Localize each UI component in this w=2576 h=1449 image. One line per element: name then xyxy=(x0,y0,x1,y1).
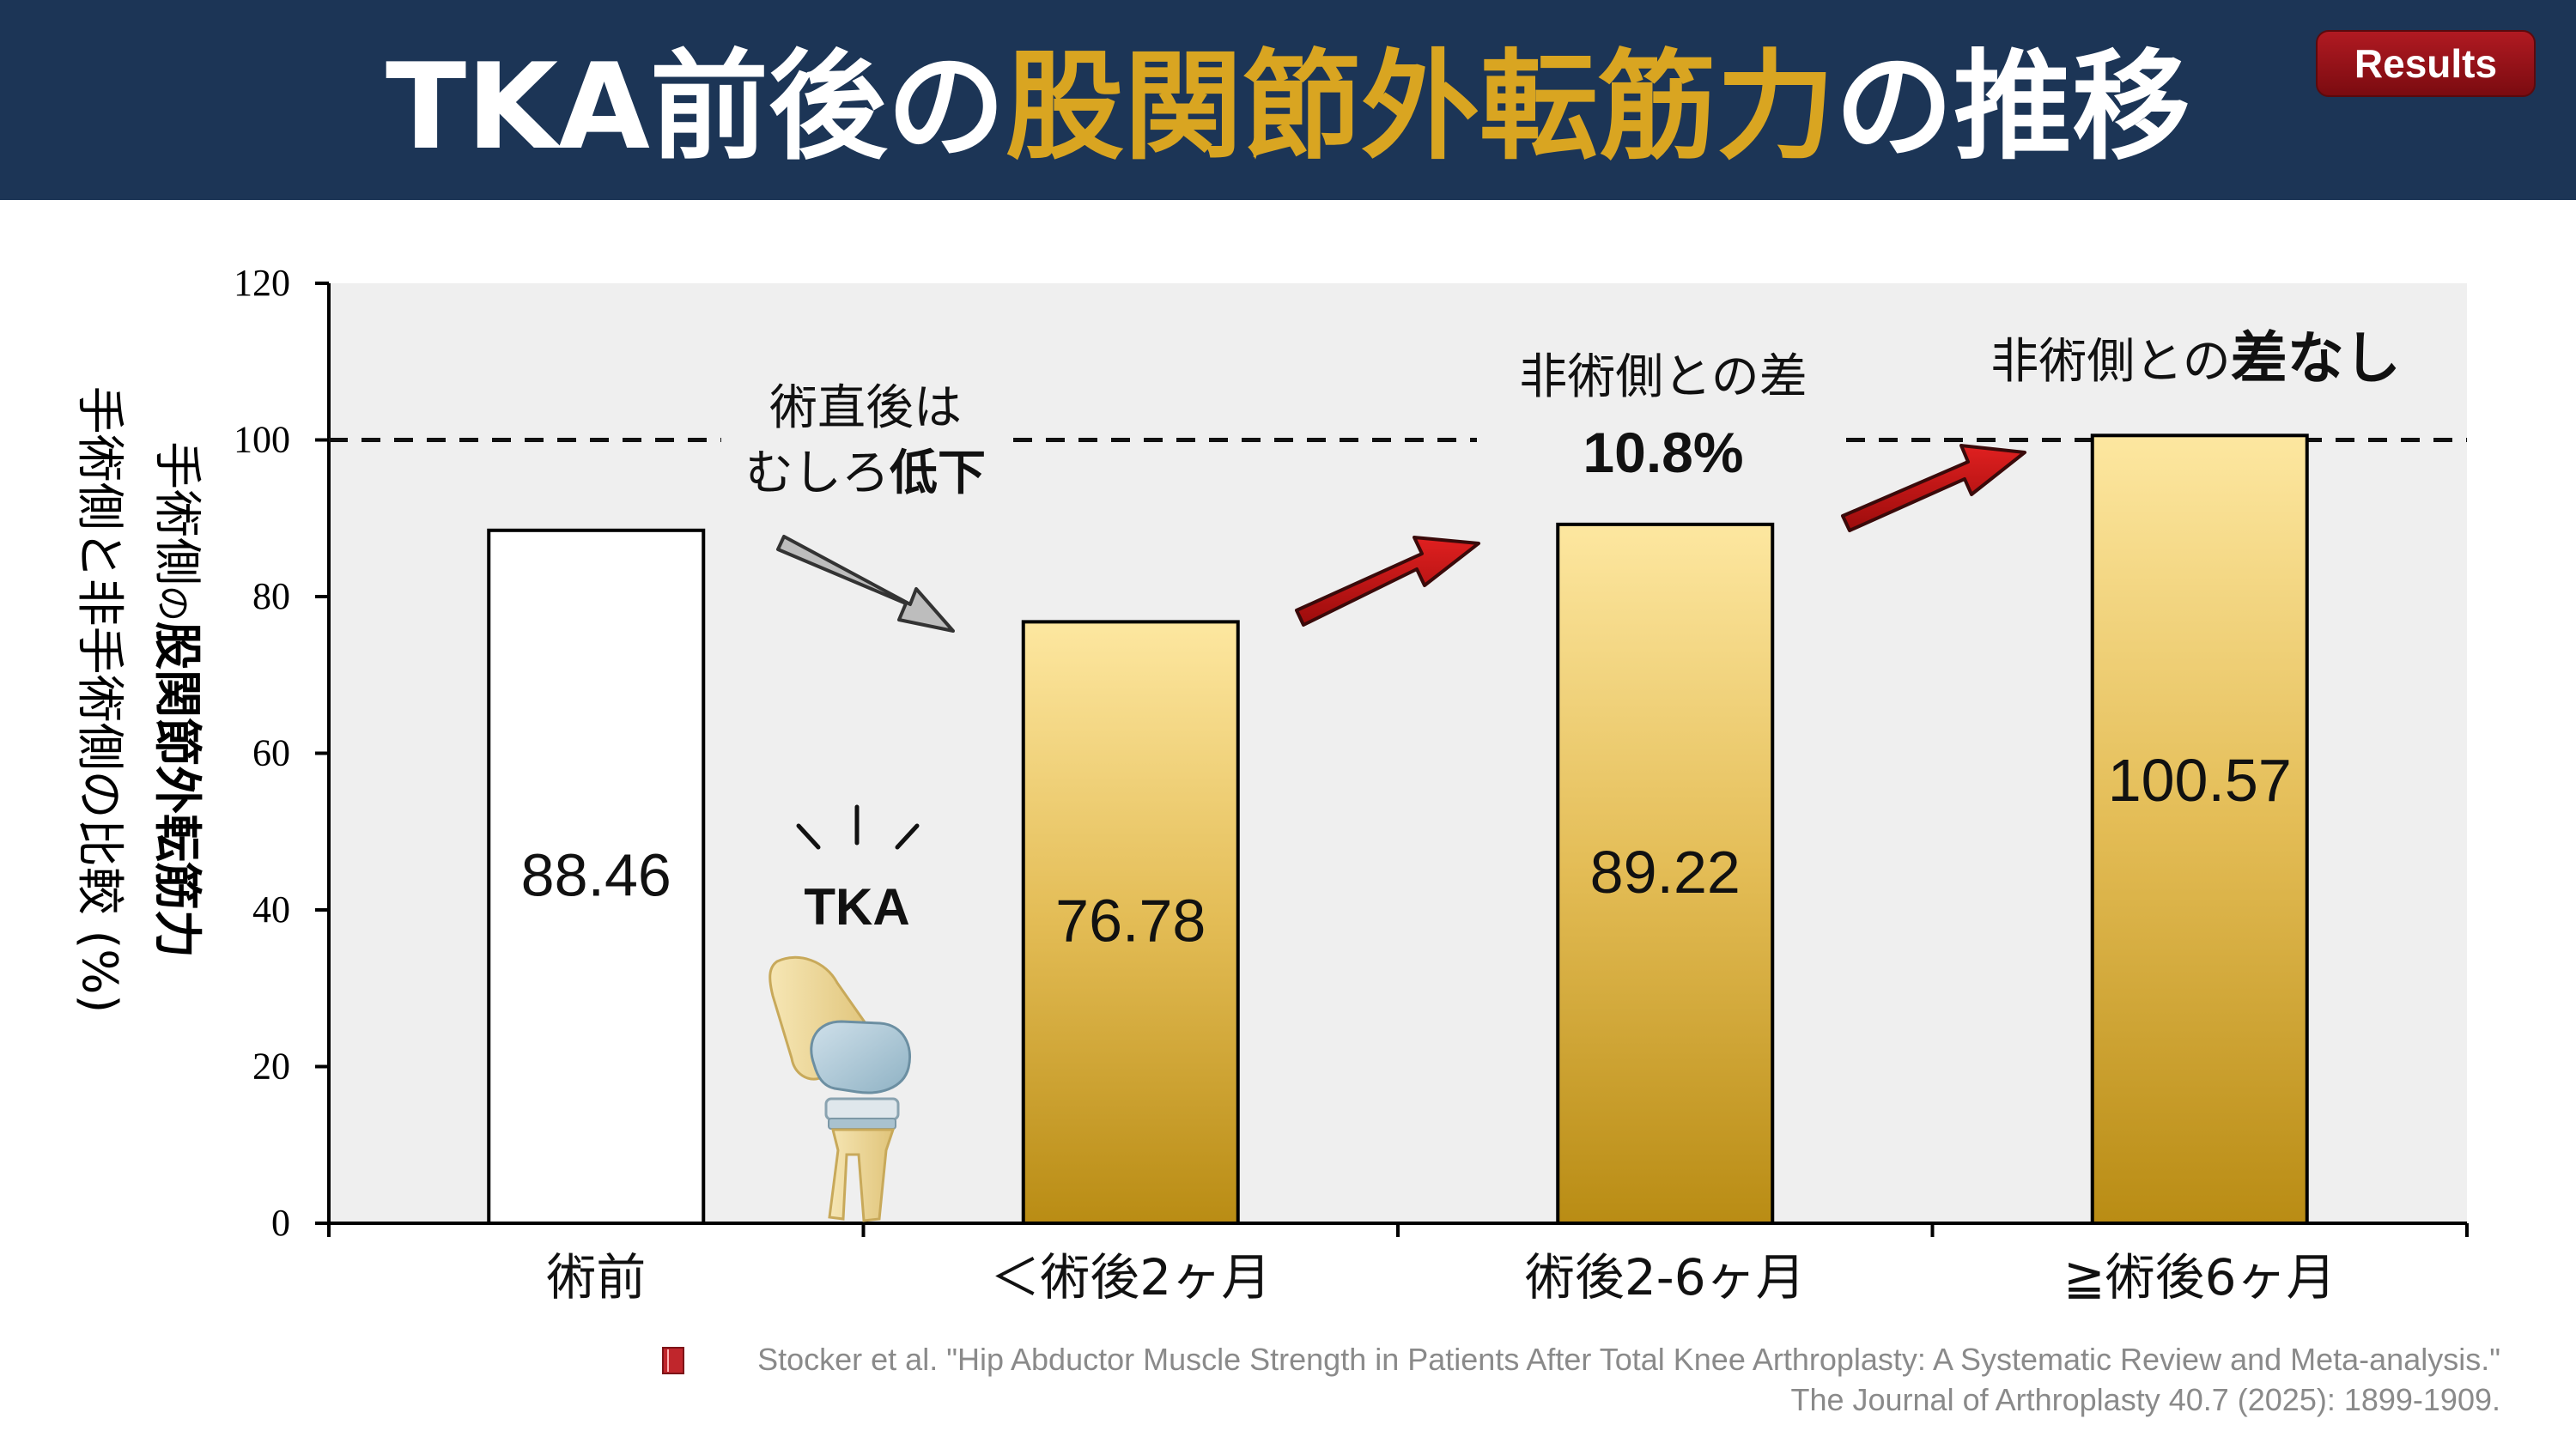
annotation-nodiff-pre: 非術側との xyxy=(1990,334,2230,390)
bar xyxy=(2090,433,2309,1225)
annotation-nodiff: 非術側との差なし xyxy=(1990,325,2400,391)
book-icon xyxy=(662,1347,684,1374)
citation-line1: Stocker et al. "Hip Abductor Muscle Stre… xyxy=(757,1342,2500,1377)
y-tick-label: 120 xyxy=(234,262,290,304)
y-tick-label: 40 xyxy=(252,888,290,931)
y-tick-label: 100 xyxy=(234,419,290,461)
y-axis-label-inner: 手術側の股関節外転筋力 xyxy=(149,441,204,958)
page-title: TKA前後の股関節外転筋力の推移 xyxy=(386,38,2190,176)
annotation-drop-line2-bold: 低下 xyxy=(890,446,986,501)
red-up-arrow-1 xyxy=(1295,536,1480,627)
x-tick-label: 術後2-6ヶ月 xyxy=(1525,1248,1806,1307)
x-tick-label: 術前 xyxy=(546,1248,646,1307)
annotation-diff-value: 10.8% xyxy=(1583,421,1743,484)
gray-down-arrow xyxy=(776,535,955,633)
impact-lines-icon xyxy=(796,804,920,850)
annotation-drop-line1: 術直後は xyxy=(769,380,962,436)
title-part-3: の推移 xyxy=(1835,38,2190,176)
x-tick-label: ≧術後6ヶ月 xyxy=(2063,1248,2336,1307)
y-tick-label: 20 xyxy=(252,1046,290,1088)
title-part-2-highlight: 股関節外転筋力 xyxy=(1005,38,1835,176)
annotation-diff-line1: 非術側との差 xyxy=(1519,349,1807,405)
y-tick-label: 80 xyxy=(252,575,290,617)
bar-value-label: 89.22 xyxy=(1590,839,1741,906)
annotation-drop-line2-pre: むしろ xyxy=(745,446,890,501)
red-up-arrow-2 xyxy=(1841,444,2026,532)
citation: Stocker et al. "Hip Abductor Muscle Stre… xyxy=(662,1342,2500,1417)
bar-value-label: 100.57 xyxy=(2108,747,2292,814)
y-label-inner-pre: 手術側 xyxy=(149,441,204,585)
y-label-inner-no: の xyxy=(152,585,194,621)
knee-implant-icon xyxy=(769,955,911,1222)
title-part-1: TKA前後の xyxy=(386,38,1005,176)
annotation-drop-2: むしろ低下 xyxy=(745,446,986,501)
bar xyxy=(487,528,706,1225)
y-tick-label: 60 xyxy=(252,732,290,774)
results-badge: Results xyxy=(2316,30,2536,97)
header-bar xyxy=(0,0,2576,200)
bars-group: 88.46 76.78 89.22 100.57 xyxy=(487,433,2309,1225)
annotation-nodiff-bold: 差なし xyxy=(2231,325,2401,391)
y-axis-label-outer: 手術側と非手術側の比較 (%) xyxy=(71,386,127,1014)
y-label-inner-bold: 股関節外転筋力 xyxy=(149,621,204,958)
bar xyxy=(1556,522,1775,1225)
y-axis-title-outer: 手術側と非手術側の比較 (%) xyxy=(71,386,127,1014)
results-badge-label: Results xyxy=(2354,41,2497,86)
y-tick-label: 0 xyxy=(271,1202,290,1244)
citation-line2: The Journal of Arthroplasty 40.7 (2025):… xyxy=(1790,1382,2500,1417)
bar-value-label: 88.46 xyxy=(521,841,671,908)
y-axis-title-inner: 手術側の股関節外転筋力 xyxy=(149,441,204,958)
x-tick-label: ＜術後2ヶ月 xyxy=(990,1248,1271,1307)
tka-label: TKA xyxy=(804,878,909,936)
annotation-drop: 術直後は xyxy=(769,380,962,436)
bar xyxy=(1021,620,1240,1225)
bar-value-label: 76.78 xyxy=(1055,888,1206,955)
